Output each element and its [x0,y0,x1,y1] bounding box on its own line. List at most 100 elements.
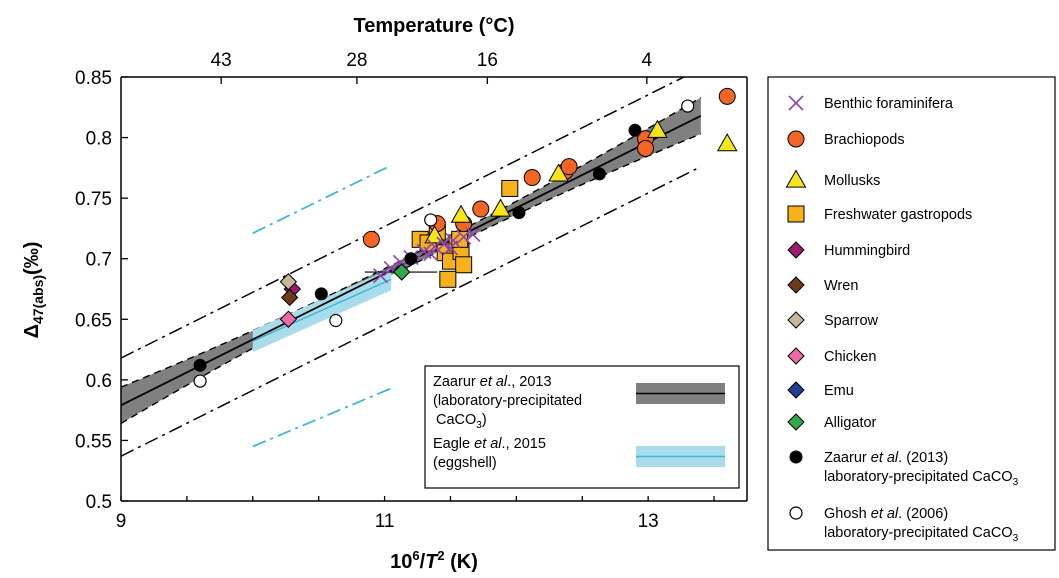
legend-label: Chicken [824,349,876,365]
data-point-square-3-7 [455,256,473,274]
data-point-cross-0-9 [465,226,481,243]
legend-label-line1: Ghosh et al. (2006) [824,506,948,522]
y-tick-label: 0.75 [75,189,112,210]
data-point-triangle-2-4 [647,119,668,138]
legend-marker-3 [787,205,805,223]
plot-clip-group [121,77,738,457]
data-point-cross-0-8-stroke-b [456,229,472,245]
legend-label: Brachiopods [824,132,905,148]
data-point-square-3-9-shape [439,270,457,288]
top-axis-title: Temperature (°C) [354,15,515,37]
legend-marker-0 [788,95,804,111]
legend-marker-11 [789,506,803,520]
data-point-cross-0-5-stroke-b [427,239,443,255]
legend-marker-9 [787,413,805,431]
data-point-circle-1-0 [362,230,380,248]
data-point-dot-10-5-shape [628,123,642,137]
data-point-diamond-5-0 [280,288,299,307]
legend-label-line2: laboratory-precipitated CaCO3 [824,525,1019,544]
data-point-dot-10-4 [592,167,606,181]
data-point-dot-10-0-shape [193,358,207,372]
data-point-circle-1-0-shape [362,230,380,248]
data-point-open-11-1-shape [329,313,343,328]
data-point-cross-0-0-stroke-b [373,268,389,284]
data-point-cross-0-9-stroke-b [465,226,481,243]
main-legend: Benthic foraminifera Brachiopods Mollusks F… [767,76,1056,551]
svg-text:Δ47(abs)(‰): Δ47(abs)(‰) [21,242,46,339]
inset-legend-eagle-line2: (eggshell) [433,455,497,471]
data-point-dot-10-2-shape [404,252,418,266]
legend-marker-4-shape [787,241,805,259]
data-point-triangle-2-3 [548,163,569,182]
data-point-open-11-2 [424,213,438,227]
legend-marker-6 [787,311,805,329]
data-point-triangle-2-5 [716,133,738,152]
legend-label-line1: Zaarur et al. (2013) [824,450,948,466]
data-point-open-11-3 [681,99,695,113]
inset-legend-zaarur-line3: CaCO3) [436,412,487,431]
data-point-circle-1-6-shape [560,158,578,176]
data-point-dot-10-1 [314,287,328,301]
top-tick-label: 28 [346,50,367,71]
legend-marker-1-shape [787,130,805,148]
legend-label: Alligator [824,415,877,431]
inset-legend-eagle-label: Eagle et al., 2015 [433,436,546,452]
data-point-cross-0-10 [442,240,459,256]
data-point-circle-1-8 [637,139,655,157]
data-point-square-3-10 [501,179,519,197]
legend-marker-1 [787,130,805,148]
data-point-triangle-2-1-shape [450,204,472,223]
legend-label: Hummingbird [824,243,910,259]
legend-marker-10 [789,450,803,464]
data-point-circle-1-8-shape [637,139,655,157]
y-tick-label: 0.5 [86,492,112,513]
inset-legend-zaarur-line2: (laboratory-precipitated [433,393,582,409]
data-point-triangle-2-4-shape [647,119,668,138]
prediction-interval-upper [121,77,686,359]
legend-label: Wren [824,278,858,294]
data-point-cross-0-10-stroke-b [442,240,459,256]
legend-marker-2 [785,169,807,188]
data-point-circle-1-4 [523,169,541,187]
legend-label-line2: laboratory-precipitated CaCO3 [824,469,1019,488]
top-tick-label: 4 [642,50,653,71]
data-point-cross-0-11-stroke-b [423,246,439,262]
legend-marker-7 [787,347,805,365]
legend-marker-5-shape [787,276,805,294]
data-point-diamond-7-0-shape [279,310,298,328]
data-point-circle-1-9 [718,87,736,105]
legend-marker-4 [787,241,805,259]
data-point-diamond-9-0-shape [393,263,411,281]
legend-marker-7-shape [787,347,805,365]
data-point-dot-10-1-shape [314,287,328,301]
y-tick-label: 0.65 [75,310,112,331]
data-point-open-11-3-shape [681,99,695,113]
inset-legend-zaarur-label: Zaarur et al., 2013 [433,374,552,390]
data-point-diamond-6-0-shape [279,273,298,291]
inset-legend: Zaarur et al., 2013 (laboratory-precipit… [424,365,740,489]
legend-label: Benthic foraminifera [824,96,954,112]
data-point-cross-0-8 [456,229,472,245]
data-point-dot-10-0 [193,358,207,372]
data-point-triangle-2-2-shape [490,198,511,217]
eggshell-prediction-upper [252,164,392,235]
data-point-square-3-9 [439,270,457,288]
data-point-cross-0-1-stroke-b [383,260,399,276]
data-point-dot-10-3-shape [512,206,526,220]
data-point-dot-10-2 [404,252,418,266]
data-point-cross-0-11 [423,246,439,262]
data-point-open-11-1 [329,313,343,328]
legend-marker-9-shape [787,413,805,431]
data-point-dot-10-5 [628,123,642,137]
y-tick-label: 0.55 [75,431,112,452]
data-point-triangle-2-3-shape [548,163,569,182]
eggshell-prediction-lower [252,387,392,448]
data-point-dot-10-4-shape [592,167,606,181]
data-point-cross-0-6-stroke-b [436,236,452,252]
x-tick-label: 11 [375,511,395,532]
legend-marker-3-shape [787,205,805,223]
data-point-circle-1-3-shape [472,200,490,218]
data-point-circle-1-4-shape [523,169,541,187]
legend-marker-2-shape [785,169,807,188]
